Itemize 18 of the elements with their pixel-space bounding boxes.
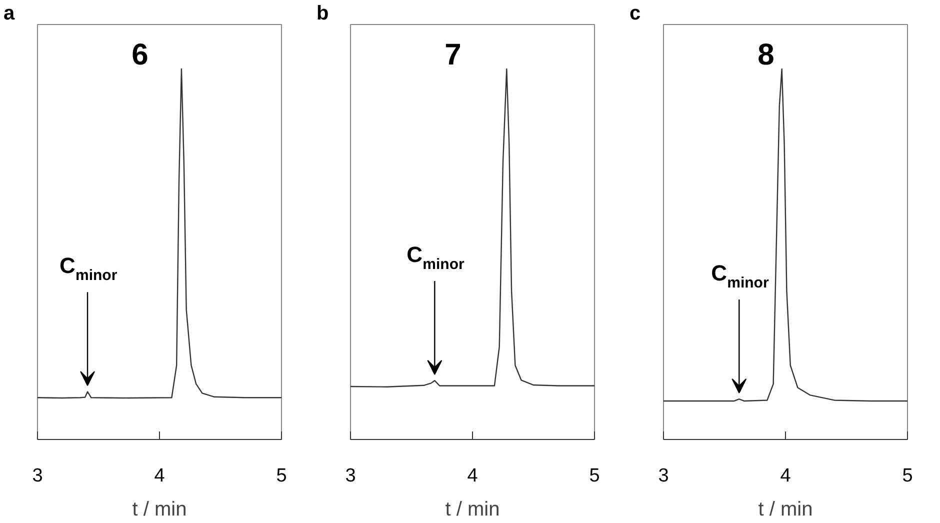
x-axis-title: t / min — [758, 498, 813, 520]
chart-title: 8 — [758, 38, 774, 72]
x-axis-title: t / min — [132, 498, 187, 520]
x-tick-label: 5 — [589, 466, 600, 486]
chart-title: 6 — [132, 38, 148, 72]
x-tick-label: 3 — [345, 466, 356, 486]
text: c — [630, 2, 641, 24]
x-tick-label: 4 — [780, 466, 792, 486]
x-tick-label: 5 — [902, 466, 913, 486]
x-tick-label: 4 — [154, 466, 166, 486]
x-axis-title: t / min — [445, 498, 500, 520]
x-tick-label: 5 — [276, 466, 287, 486]
text: a — [4, 2, 16, 24]
x-tick-label: 3 — [658, 466, 669, 486]
chart-title: 7 — [444, 38, 462, 72]
x-tick-label: 3 — [32, 466, 43, 486]
text: b — [316, 2, 329, 24]
x-tick-label: 4 — [467, 466, 478, 486]
